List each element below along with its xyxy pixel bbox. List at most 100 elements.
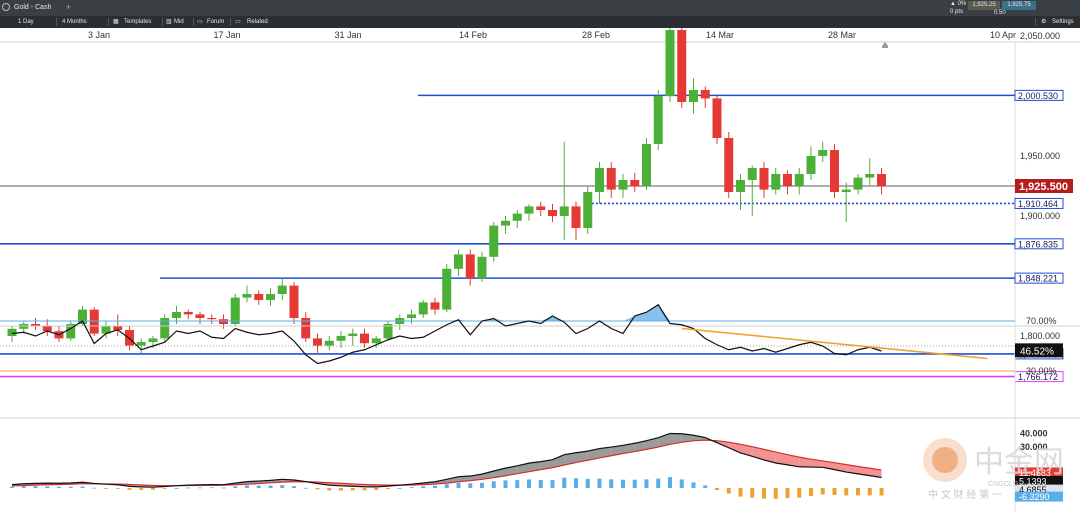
macd-signal-line — [11, 439, 882, 487]
macd-fill — [529, 461, 541, 472]
macd-histogram-bar — [221, 487, 226, 489]
macd-fill — [576, 451, 588, 463]
settings-button[interactable]: Settings — [1052, 19, 1074, 25]
price-tag-label: 1,925.500 — [1019, 181, 1068, 193]
gear-icon[interactable]: ⚙ — [1041, 19, 1047, 25]
candle — [806, 146, 816, 180]
candle-body — [383, 324, 393, 339]
candle — [477, 252, 487, 282]
rsi-value-label: 46.52% — [1020, 346, 1054, 357]
candle — [794, 168, 804, 195]
macd-value-label: 5.1393 — [1019, 477, 1047, 487]
macd-histogram-bar — [503, 480, 508, 488]
macd-histogram-bar — [597, 478, 602, 488]
candle-body — [665, 30, 675, 96]
macd-histogram-bar — [10, 486, 14, 488]
candle-body — [301, 318, 311, 339]
macd-fill — [646, 437, 659, 450]
macd-histogram-bar — [691, 482, 696, 488]
macd-histogram-bar — [374, 488, 379, 491]
candle — [395, 314, 405, 330]
top-bar: Gold - Cash + ▲ 0% 0 pts 1,925.25 0.50 1… — [0, 0, 1080, 16]
price-pane[interactable]: 2,050.000 1,950.000 1,900.000 1,800.000 2,00… — [0, 28, 1080, 383]
x-tick-label: 28 Feb — [582, 30, 610, 40]
macd-histogram-bar — [350, 488, 355, 491]
macd-histogram-bar — [879, 488, 884, 496]
macd-histogram-bar — [327, 488, 332, 491]
chat-icon[interactable]: ▭ — [197, 19, 203, 25]
candle-body — [559, 206, 569, 216]
candle — [642, 138, 651, 190]
candle-body — [418, 302, 428, 315]
macd-value-box — [1015, 491, 1063, 502]
macd-fill — [458, 476, 471, 482]
level-label: 1,766.172 — [1018, 372, 1058, 382]
macd-histogram-bar — [209, 487, 214, 489]
chart-area[interactable]: 3 Jan 17 Jan 31 Jan 14 Feb 28 Feb 14 Mar 28 Ma… — [0, 28, 1080, 512]
grid-icon[interactable]: ▦ — [113, 19, 119, 25]
ask-price[interactable]: 1,925.75 — [1002, 1, 1036, 10]
macd-histogram-bar — [773, 488, 778, 499]
candle — [783, 170, 792, 195]
range-select[interactable]: 4 Months — [62, 19, 87, 25]
candle — [289, 282, 299, 324]
candle — [42, 319, 52, 336]
templates-button[interactable]: Templates — [124, 19, 152, 25]
macd-histogram-bar — [809, 488, 813, 496]
x-tick-label: 17 Jan — [213, 30, 240, 40]
candle-body — [818, 150, 828, 156]
candle-body — [183, 312, 193, 315]
watermark-sub: 中 文 财 经 第 一 — [928, 488, 1002, 501]
chart-toolbar: 1 Day 4 Months ▦ Templates ▥ Mid ▭ Forum… — [0, 16, 1080, 28]
macd-histogram-bar — [444, 484, 449, 488]
candle-body — [877, 174, 886, 186]
macd-histogram-bar — [480, 482, 484, 488]
candle-body — [230, 297, 240, 324]
candle — [630, 172, 640, 192]
candle-body — [465, 254, 475, 279]
level-label-box — [1014, 272, 1064, 284]
rsi-overbought-fill — [458, 319, 471, 321]
macd-tick-label: 40.000 — [1020, 429, 1048, 439]
candle-body — [642, 144, 651, 186]
candle-body — [148, 338, 158, 342]
macd-value-box — [1015, 476, 1063, 487]
link-icon[interactable]: ▭ — [235, 19, 241, 25]
candle-body — [136, 342, 146, 346]
price-type-select[interactable]: Mid — [174, 19, 184, 25]
bid-price[interactable]: 1,925.25 — [968, 1, 1000, 10]
add-tab-button[interactable]: + — [66, 2, 72, 12]
forum-button[interactable]: Forum — [207, 19, 225, 25]
macd-histogram-bar — [362, 488, 367, 491]
candle-body — [289, 285, 299, 318]
candle-body — [618, 180, 628, 190]
macd-histogram-bar — [92, 487, 97, 489]
macd-value-label: 11.4683 — [1019, 468, 1051, 478]
candle-body — [277, 285, 287, 294]
x-tick-label: 10 Apr — [990, 30, 1016, 40]
rsi-pane[interactable]: 70.00% 30.00% 46.52% — [0, 303, 1080, 419]
level-label: 1,848.221 — [1018, 274, 1058, 284]
macd-histogram-bar — [679, 479, 684, 488]
x-tick-label: 14 Mar — [706, 30, 734, 40]
macd-histogram-bar — [856, 488, 860, 496]
window-tab-title[interactable]: Gold - Cash — [14, 4, 52, 11]
candle — [371, 336, 381, 348]
related-button[interactable]: Related — [247, 19, 268, 25]
candle — [559, 141, 569, 240]
candle — [207, 314, 217, 324]
candle-body — [430, 302, 440, 310]
x-axis-bg — [0, 28, 1080, 42]
circle-menu-icon[interactable] — [2, 3, 10, 11]
quote-change: ▲ 0% — [950, 1, 967, 7]
macd-value-label: 4.6855 — [1019, 485, 1047, 495]
macd-histogram-bar — [151, 488, 155, 490]
candle-body — [853, 177, 863, 190]
macd-fill — [799, 457, 811, 468]
candle — [512, 210, 522, 228]
interval-select[interactable]: 1 Day — [18, 19, 34, 25]
candle — [653, 90, 663, 150]
bars-icon[interactable]: ▥ — [166, 19, 172, 25]
